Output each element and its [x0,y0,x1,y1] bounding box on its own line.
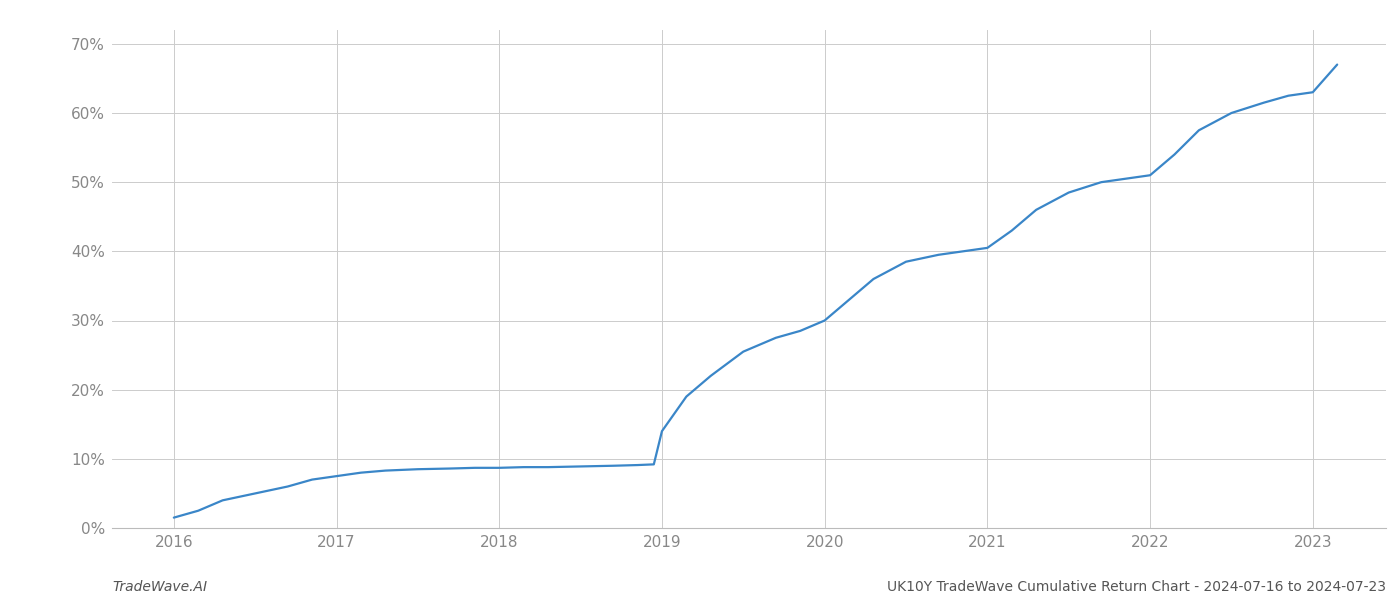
Text: UK10Y TradeWave Cumulative Return Chart - 2024-07-16 to 2024-07-23: UK10Y TradeWave Cumulative Return Chart … [888,580,1386,594]
Text: TradeWave.AI: TradeWave.AI [112,580,207,594]
